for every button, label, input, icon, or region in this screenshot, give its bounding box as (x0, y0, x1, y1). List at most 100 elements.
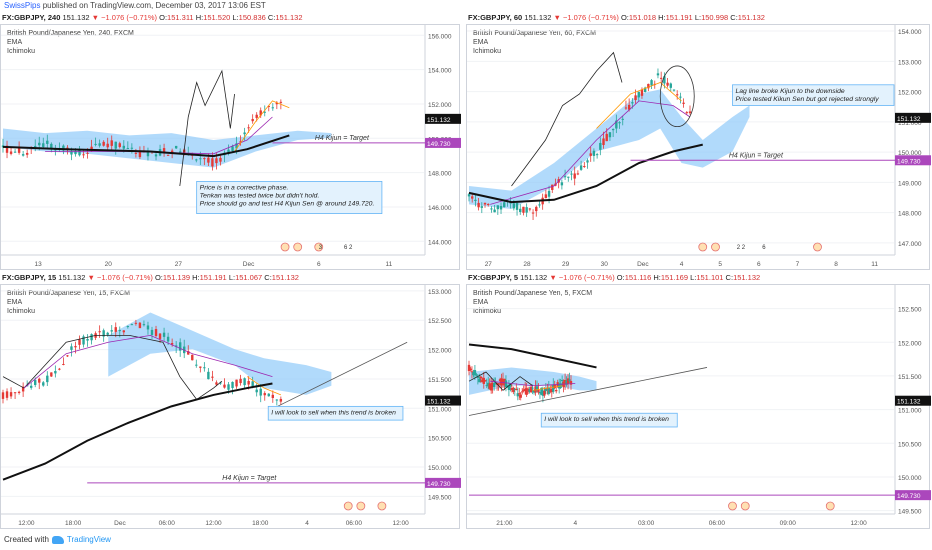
candle-body (5, 391, 9, 398)
chart-frame[interactable]: British Pound/Japanese Yen, 15, FXCM EMA I… (0, 284, 461, 530)
price-tick-label: 154.000 (898, 29, 922, 36)
lagging-span-line (179, 69, 235, 187)
chart-frame[interactable]: British Pound/Japanese Yen, 240, FXCM EMA… (0, 24, 461, 271)
candle-body (82, 336, 85, 345)
ema-line (468, 143, 703, 204)
candle-body (589, 153, 592, 156)
ticker-h-label: H: (656, 13, 666, 22)
candle-body (552, 385, 555, 392)
candle-body (529, 386, 533, 393)
ticker-open: 151.139 (162, 273, 191, 282)
candle-body (656, 73, 660, 76)
candle-body (544, 194, 548, 199)
time-tick-label: Dec (637, 261, 649, 268)
candle-body (142, 324, 146, 326)
candle-body (549, 390, 552, 392)
last-price-label: 151.132 (427, 399, 451, 406)
publish-header: SwissPips published on TradingView.com, … (0, 0, 932, 12)
candle-body (540, 387, 543, 395)
candle-body (74, 151, 77, 155)
ticker-l-label: L: (692, 13, 702, 22)
candle-body (66, 355, 69, 357)
candle-body (62, 145, 65, 151)
candle-body (279, 101, 283, 103)
candle-body (487, 382, 490, 387)
candle-body (219, 382, 222, 384)
ticker-o-label: O: (157, 13, 168, 22)
candle-body (203, 158, 206, 160)
legend-item-2: EMA (473, 39, 489, 46)
candle-body (480, 206, 484, 208)
price-tick-label: 156.000 (428, 33, 452, 40)
tradingview-link[interactable]: TradingView (66, 535, 111, 544)
chart-canvas[interactable]: 147.000 148.000 149.000 150.000 151.000 152.0… (467, 25, 931, 271)
last-price-label: 151.132 (897, 116, 921, 123)
ticker-high: 151.191 (199, 273, 227, 282)
event-count: 3 (319, 245, 323, 251)
candle-body (470, 371, 474, 373)
chart-frame[interactable]: British Pound/Japanese Yen, 60, FXCM EMA I… (466, 24, 931, 271)
ticker-c-label: C: (728, 13, 738, 22)
candle-body (207, 157, 210, 163)
time-tick-label: 03:00 (638, 520, 655, 527)
candle-body (488, 383, 491, 389)
candle-body (174, 145, 178, 149)
candle-body (259, 388, 262, 396)
candle-body (170, 150, 174, 154)
candle-body (247, 127, 250, 129)
candle-body (90, 334, 93, 341)
target-price-tag (425, 137, 461, 148)
tenkan-sen-line (532, 385, 563, 391)
annotation-text: I will look to sell when this trend is b… (544, 416, 669, 423)
legend-item-1: British Pound/Japanese Yen, 5, FXCM (473, 290, 593, 297)
candle-body (492, 383, 496, 388)
candle-body (211, 158, 214, 167)
ticker-low: 151.067 (235, 273, 263, 282)
candle-body (643, 87, 647, 93)
price-tick-label: 150.000 (898, 475, 922, 482)
last-price-tag (895, 395, 931, 406)
ticker-symbol: FX:GBPJPY, 5 (468, 273, 519, 282)
chart-canvas[interactable]: 149.500 150.000 150.500 151.000 151.500 152.0… (467, 285, 931, 530)
candle-body (541, 390, 545, 396)
candle-body (199, 366, 202, 368)
lagging-span-line (511, 51, 623, 187)
chart-frame[interactable]: British Pound/Japanese Yen, 5, FXCM EMA Ic… (466, 284, 931, 530)
chart-panel-3[interactable]: FX:GBPJPY, 15 151.132 ▼ −1.076 (−0.71%) … (0, 272, 462, 531)
price-tick-label: 152.000 (898, 340, 922, 347)
candle-body (50, 372, 53, 377)
candle-body (640, 89, 644, 96)
annotation-box (732, 84, 895, 106)
candle-body (21, 154, 25, 156)
candle-body (647, 83, 650, 89)
price-tick-label: 153.000 (428, 289, 452, 296)
ticker-change: ▼ −1.076 (−0.71%) (553, 13, 619, 22)
author-link[interactable]: SwissPips (4, 1, 41, 10)
candle-body (13, 392, 17, 394)
ticker-o-label: O: (618, 13, 629, 22)
candle-body (544, 388, 548, 392)
ticker-change: ▼ −1.076 (−0.71%) (549, 273, 615, 282)
candle-body (519, 394, 522, 398)
legend-item-3: Ichimoku (473, 308, 502, 315)
candle-body (553, 384, 556, 389)
chart-panel-4[interactable]: FX:GBPJPY, 5 151.132 ▼ −1.076 (−0.71%) O… (466, 272, 932, 531)
price-tick-label: 152.000 (428, 348, 452, 355)
candle-body (501, 379, 505, 382)
ticker-close: 151.132 (275, 13, 303, 22)
candle-body (110, 330, 113, 332)
chart-panel-2[interactable]: FX:GBPJPY, 60 151.132 ▼ −1.076 (−0.71%) … (466, 12, 932, 272)
ticker-close: 151.132 (733, 273, 761, 282)
time-tick-label: 4 (573, 520, 577, 527)
candle-body (227, 384, 230, 390)
chart-canvas[interactable]: 149.500 150.000 150.500 151.000 151.500 152.0… (1, 285, 461, 530)
candle-body (162, 332, 166, 337)
chart-canvas[interactable]: 144.000146.000148.000150.000152.000154.0… (1, 25, 461, 271)
candle-body (521, 391, 524, 393)
annotation-text: I will look to sell when this trend is b… (271, 409, 396, 416)
ema-line (2, 382, 273, 481)
candle-body (90, 146, 93, 152)
chart-panel-1[interactable]: FX:GBPJPY, 240 151.132 ▼ −1.076 (−0.71%)… (0, 12, 462, 272)
candle-body (178, 151, 182, 154)
candle-body (38, 142, 41, 146)
